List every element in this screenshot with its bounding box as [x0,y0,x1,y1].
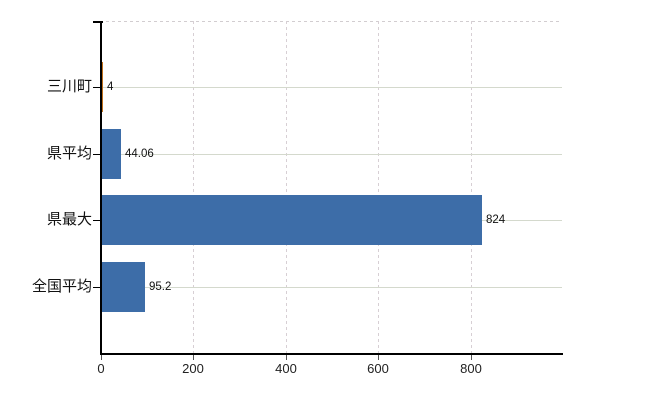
y-tick-mark [93,87,100,88]
bar [101,195,482,245]
category-label: 県平均 [46,145,92,162]
x-tick-label: 0 [97,361,105,376]
gridline-horizontal [100,154,562,155]
x-tick-mark [471,353,472,360]
gridline-horizontal [100,287,562,288]
gridline-horizontal [100,87,562,88]
x-tick-mark [193,353,194,360]
bar-value-label: 4 [107,81,114,93]
x-tick-label: 600 [367,361,389,376]
x-tick-label: 200 [182,361,204,376]
gridline-vertical [286,21,287,353]
bar-value-label: 44.06 [125,148,154,160]
gridline-vertical [378,21,379,353]
y-axis-line [100,21,102,355]
category-label: 県最大 [46,211,92,228]
y-tick-mark [93,154,100,155]
gridline-vertical [193,21,194,353]
bar [101,262,145,312]
x-tick-mark [286,353,287,360]
x-tick-mark [378,353,379,360]
x-axis-line [100,353,563,355]
category-label: 全国平均 [31,278,92,295]
bar-value-label: 95.2 [149,281,172,293]
bar-value-label: 824 [486,214,506,226]
axis-top-cap [93,21,103,23]
y-tick-mark [93,220,100,221]
bar [101,129,121,179]
x-tick-mark [101,353,102,360]
x-tick-label: 800 [460,361,482,376]
category-label: 三川町 [46,78,92,95]
x-tick-label: 400 [275,361,297,376]
plot-top-border [100,21,562,22]
gridline-vertical [471,21,472,353]
y-tick-mark [93,287,100,288]
